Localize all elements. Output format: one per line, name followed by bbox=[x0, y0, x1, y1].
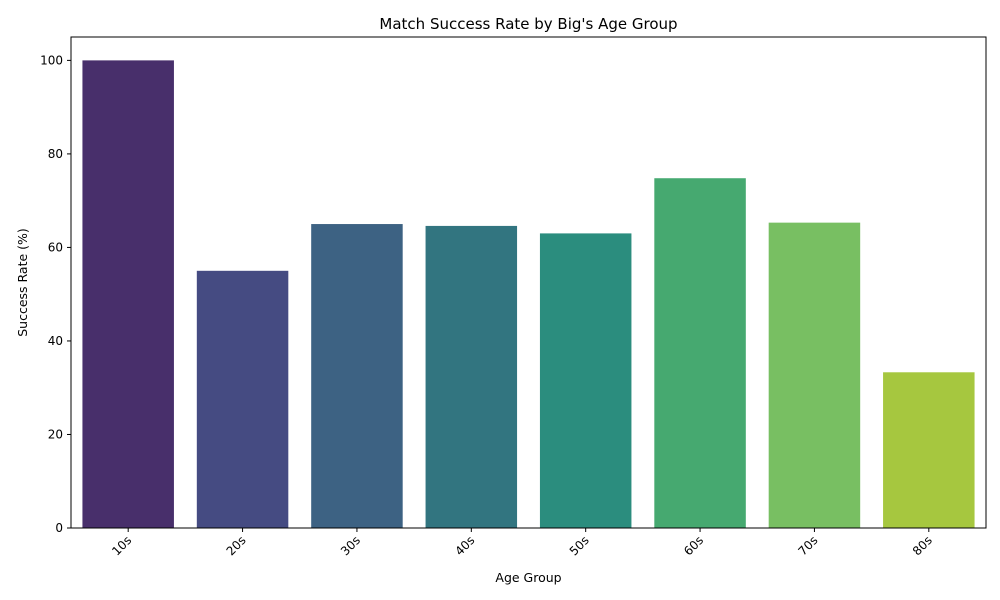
x-tick-label: 80s bbox=[910, 533, 935, 558]
x-axis-label: Age Group bbox=[495, 570, 561, 585]
bar-70s bbox=[768, 222, 861, 528]
y-tick-label: 60 bbox=[48, 240, 63, 254]
y-tick-label: 40 bbox=[48, 334, 63, 348]
x-tick-label: 20s bbox=[224, 533, 249, 558]
y-tick-label: 0 bbox=[55, 521, 63, 535]
bar-40s bbox=[425, 225, 518, 528]
y-tick-label: 100 bbox=[40, 53, 63, 67]
bar-60s bbox=[654, 178, 746, 528]
bar-10s bbox=[82, 60, 174, 528]
y-axis-ticks: 0 20 40 60 80 100 bbox=[40, 53, 71, 535]
bar-20s bbox=[196, 270, 289, 528]
x-tick-label: 10s bbox=[109, 533, 134, 558]
y-tick-label: 80 bbox=[48, 147, 63, 161]
x-tick-label: 70s bbox=[795, 533, 820, 558]
x-axis-ticks: 10s 20s 30s 40s 50s 60s 70s 80s bbox=[109, 528, 935, 558]
y-axis-label: Success Rate (%) bbox=[15, 228, 30, 337]
x-tick-label: 50s bbox=[567, 533, 592, 558]
bars bbox=[82, 60, 975, 529]
x-tick-label: 40s bbox=[452, 533, 477, 558]
y-tick-label: 20 bbox=[48, 427, 63, 441]
plot-frame bbox=[70, 36, 987, 529]
bar-30s bbox=[311, 224, 403, 529]
chart-title: Match Success Rate by Big's Age Group bbox=[379, 15, 677, 33]
x-tick-label: 30s bbox=[338, 533, 363, 558]
bar-50s bbox=[539, 233, 632, 528]
x-tick-label: 60s bbox=[681, 533, 706, 558]
bar-80s bbox=[883, 372, 975, 528]
